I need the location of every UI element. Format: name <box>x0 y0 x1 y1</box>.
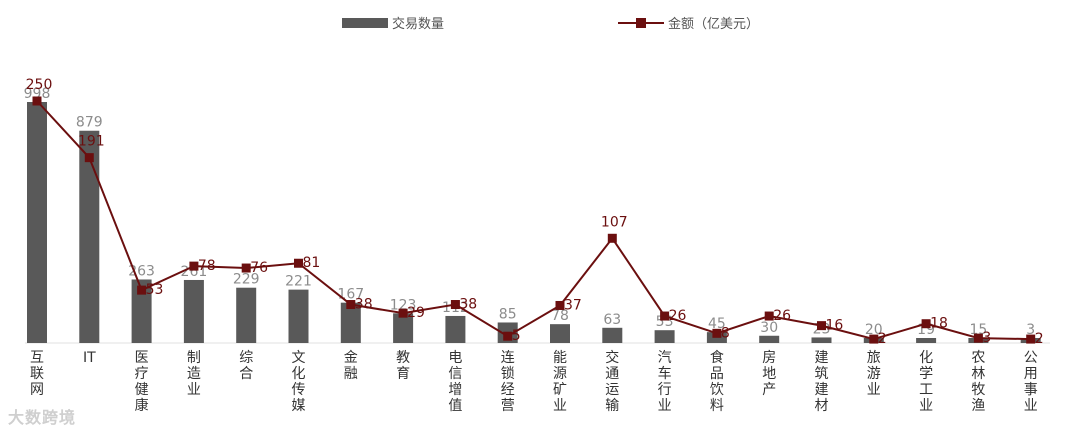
line-label-18: 3 <box>982 330 991 346</box>
line-point-6 <box>346 300 356 310</box>
line-point-0 <box>32 96 42 106</box>
line-point-19 <box>1026 334 1036 344</box>
bar-label-13: 45 <box>708 316 726 332</box>
category-label-9: 连锁经营 <box>501 350 515 414</box>
bar-label-7: 123 <box>390 297 417 313</box>
line-label-15: 16 <box>826 318 844 334</box>
bar-11 <box>602 327 623 343</box>
line-point-2 <box>137 285 147 295</box>
line-point-4 <box>241 263 251 273</box>
line-label-6: 38 <box>355 297 373 313</box>
category-label-8: 电信增值 <box>448 350 462 414</box>
line-point-17 <box>921 319 931 329</box>
line-label-5: 81 <box>303 255 321 271</box>
category-label-0: 互联网 <box>30 350 44 398</box>
line-point-7 <box>398 308 408 318</box>
bar-8 <box>445 315 466 343</box>
category-label-13: 食品饮料 <box>710 349 724 414</box>
legend-line-marker <box>636 18 646 28</box>
legend-label-line: 金额（亿美元） <box>668 16 759 32</box>
bar-label-9: 85 <box>499 306 517 322</box>
bar-label-19: 3 <box>1026 322 1035 338</box>
category-label-4: 综合 <box>239 350 253 382</box>
line-point-8 <box>450 300 460 310</box>
bar-5 <box>288 289 309 343</box>
bar-label-11: 63 <box>603 312 621 328</box>
line-point-10 <box>555 300 565 310</box>
line-label-12: 26 <box>669 308 687 324</box>
line-label-16: 2 <box>878 331 887 347</box>
line-point-15 <box>817 321 826 331</box>
line-label-4: 76 <box>250 260 268 276</box>
line-label-9: 5 <box>512 328 521 344</box>
bar-3 <box>183 279 204 343</box>
bar-0 <box>27 102 47 343</box>
watermark-text: 大数跨境 <box>8 408 77 427</box>
line-point-13 <box>712 328 722 338</box>
line-label-2: 53 <box>146 282 164 298</box>
legend-label-bars: 交易数量 <box>392 16 444 32</box>
bar-label-4: 229 <box>233 272 260 288</box>
line-label-11: 107 <box>601 214 628 230</box>
bar-label-1: 879 <box>76 115 103 131</box>
bar-15 <box>811 337 832 343</box>
bar-12 <box>654 330 675 343</box>
line-label-17: 18 <box>930 316 948 332</box>
bar-6 <box>340 302 361 343</box>
line-point-5 <box>294 258 303 268</box>
line-label-14: 26 <box>773 308 791 324</box>
category-label-18: 农林牧渔 <box>971 350 985 414</box>
line-point-9 <box>503 331 513 341</box>
line-label-0: 250 <box>26 77 53 93</box>
line-label-1: 191 <box>78 134 105 150</box>
category-label-2: 医疗健康 <box>135 350 149 414</box>
line-point-12 <box>660 311 670 321</box>
bar-2 <box>131 279 152 343</box>
category-label-19: 公用事业 <box>1024 350 1038 414</box>
line-label-8: 38 <box>459 297 477 313</box>
line-label-13: 8 <box>721 325 730 341</box>
bar-label-14: 30 <box>760 320 778 336</box>
line-label-19: 2 <box>1035 331 1044 347</box>
category-label-15: 建筑建材 <box>815 350 829 414</box>
category-label-12: 汽车行业 <box>658 350 672 414</box>
line-point-1 <box>84 153 94 163</box>
category-label-14: 房地产 <box>762 350 776 398</box>
category-label-1: IT <box>83 350 96 366</box>
bar-label-16: 20 <box>865 322 883 338</box>
category-label-7: 教育 <box>396 350 410 382</box>
category-label-10: 能源矿业 <box>553 350 567 414</box>
line-label-3: 78 <box>198 258 216 274</box>
category-label-11: 交通运输 <box>605 349 619 414</box>
bar-14 <box>759 335 780 343</box>
bar-label-5: 221 <box>285 274 312 290</box>
bar-1 <box>79 130 100 343</box>
line-point-11 <box>607 233 617 243</box>
bar-7 <box>393 313 414 343</box>
bar-4 <box>236 287 257 343</box>
amount-line <box>36 100 1031 341</box>
legend-bar-swatch <box>342 18 388 28</box>
category-label-16: 旅游业 <box>867 350 881 398</box>
line-point-14 <box>764 311 774 321</box>
bar-label-10: 78 <box>551 308 569 324</box>
bar-label-0: 998 <box>24 86 51 102</box>
category-label-6: 金融 <box>344 350 358 382</box>
category-label-5: 文化传媒 <box>292 350 306 414</box>
line-point-18 <box>973 333 983 343</box>
line-point-16 <box>869 334 879 344</box>
bar-label-3: 261 <box>181 264 208 280</box>
bar-17 <box>916 338 937 343</box>
line-label-10: 37 <box>564 297 582 313</box>
category-label-17: 化学工业 <box>919 350 933 414</box>
line-label-7: 29 <box>407 305 425 321</box>
line-point-3 <box>189 261 199 271</box>
category-label-3: 制造业 <box>187 350 201 398</box>
bar-10 <box>550 324 570 343</box>
